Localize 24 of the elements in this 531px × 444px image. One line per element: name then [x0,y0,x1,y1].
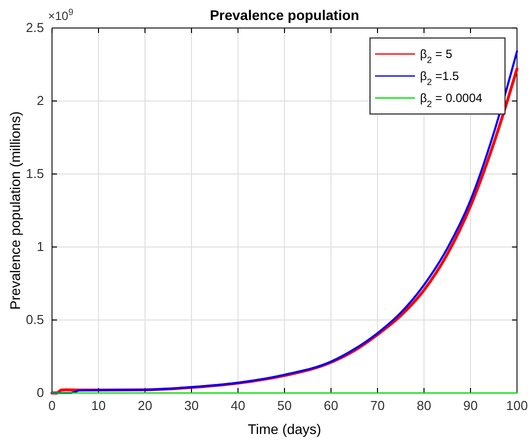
y-tick-label: 0.5 [26,312,44,328]
x-tick-label: 100 [506,398,528,414]
text: ×10$^{9}$ [48,7,74,23]
y-tick-label: 1.5 [26,166,44,182]
legend-label: β$_{2}$ = 5 [420,47,453,65]
x-tick-label: 20 [138,398,152,414]
x-tick-label: 30 [184,398,199,414]
legend-label: β$_{2}$ =1.5 [420,69,460,87]
x-tick-label: 50 [277,398,292,414]
x-axis-title: Time (days) [248,421,322,437]
y-axis-title: Prevalence population (millions) [7,111,23,310]
y-tick-label: 0 [36,385,44,400]
x-tick-label: 80 [416,398,432,414]
x-tick-label: 60 [324,398,338,414]
y-tick-label: 2 [36,93,44,108]
chart-title: Prevalence population [210,7,360,23]
x-tick-label: 0 [48,398,56,414]
x-tick-label: 90 [463,398,478,414]
x-tick-label: 10 [91,398,106,414]
legend-label: β$_{2}$ = 0.0004 [420,91,483,109]
y-tick-label: 2.5 [26,20,44,36]
y-tick-label: 1 [36,239,44,254]
x-tick-label: 40 [230,398,246,414]
x-tick-label: 70 [370,398,385,414]
